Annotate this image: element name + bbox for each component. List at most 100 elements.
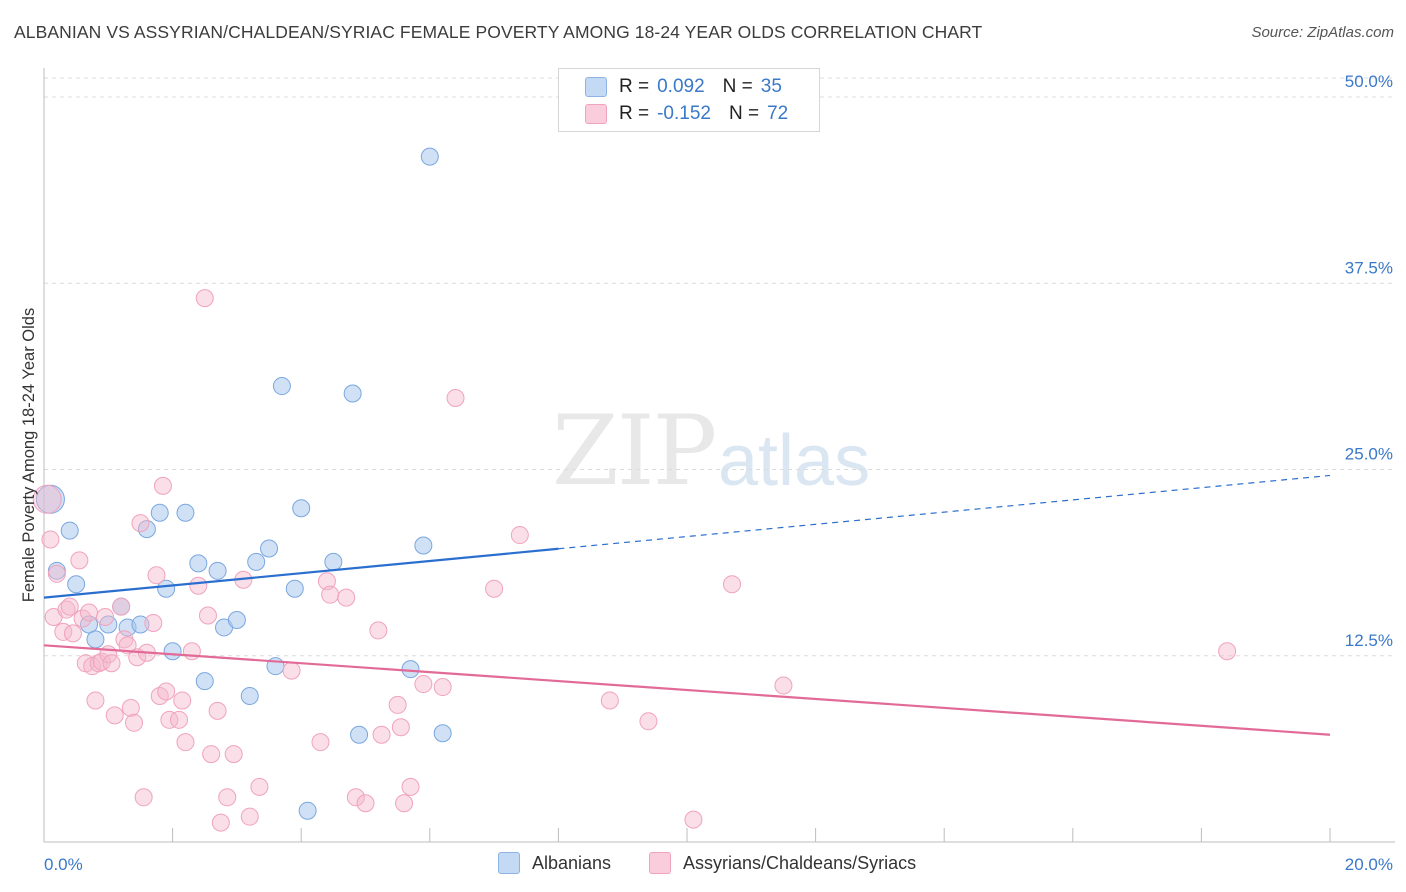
y-tick-label: 12.5%	[1345, 631, 1393, 650]
source-label: Source: ZipAtlas.com	[1251, 24, 1394, 41]
watermark-zip: ZIP	[552, 395, 717, 507]
assyrian-point	[639, 712, 658, 731]
y-tick-label: 25.0%	[1345, 445, 1393, 464]
assyrian-point	[433, 678, 452, 697]
albanian-point	[60, 521, 79, 540]
assyrian-points	[32, 289, 1237, 832]
assyrian-point	[153, 476, 172, 495]
assyrian-point	[250, 777, 269, 796]
assyrian-point	[170, 710, 189, 729]
grid-lines	[44, 77, 1395, 657]
assyrian-point	[485, 579, 504, 598]
assyrian-point	[317, 572, 336, 591]
legend-label-assyrians: Assyrians/Chaldeans/Syriacs	[683, 852, 917, 873]
assyrian-point	[102, 654, 121, 673]
trend-lines	[43, 474, 1331, 736]
legend-r-value: -0.152	[657, 103, 711, 124]
assyrian-point	[57, 600, 76, 619]
assyrian-point	[63, 624, 82, 643]
assyrian-point	[391, 718, 410, 737]
correlation-legend: R = 0.092 N = 35 R = -0.152 N = 72	[558, 68, 820, 132]
assyrian-point	[774, 676, 793, 695]
legend-r-label: R =	[619, 103, 650, 124]
albanian-point	[292, 499, 311, 518]
albanian-point	[150, 503, 169, 522]
albanian-point	[324, 552, 343, 571]
albanian-point	[401, 660, 420, 679]
albanian-point	[247, 552, 266, 571]
assyrian-point	[41, 530, 60, 549]
assyrian-point	[211, 813, 230, 832]
assyrian-point	[134, 788, 153, 807]
assyrian-point	[346, 788, 365, 807]
assyrian-point	[356, 794, 375, 813]
albanian-point	[195, 672, 214, 691]
x-tick-label: 0.0%	[44, 855, 83, 874]
albanian-point	[189, 554, 208, 573]
legend-swatch-assyrian	[585, 104, 607, 124]
assyrian-point	[321, 585, 340, 604]
assyrian-point	[157, 682, 176, 701]
assyrian-point	[372, 725, 391, 744]
assyrian-point	[395, 794, 414, 813]
assyrian-point	[282, 661, 301, 680]
legend-swatch-assyrians	[649, 852, 671, 874]
legend-r-label: R =	[619, 76, 650, 97]
albanian-trend-solid	[43, 547, 559, 599]
albanian-point	[86, 630, 105, 649]
legend-swatch-albanians	[498, 852, 520, 874]
y-tick-label: 37.5%	[1345, 258, 1393, 277]
assyrian-point	[182, 642, 201, 661]
assyrian-point	[112, 597, 131, 616]
assyrian-point	[198, 606, 217, 625]
albanian-point	[343, 384, 362, 403]
assyrian-point	[80, 603, 99, 622]
assyrian-point	[189, 576, 208, 595]
albanian-point	[157, 579, 176, 598]
albanian-point	[298, 801, 317, 820]
assyrian-point	[195, 289, 214, 308]
x-tick-label: 20.0%	[1345, 855, 1393, 874]
assyrian-point	[147, 566, 166, 585]
albanian-point	[260, 539, 279, 558]
assyrian-point	[105, 706, 124, 725]
assyrian-point	[131, 514, 150, 533]
albanian-point	[131, 615, 150, 634]
assyrian-point	[173, 691, 192, 710]
assyrian-point	[311, 733, 330, 752]
assyrian-point	[446, 388, 465, 407]
assyrian-trend-solid	[43, 644, 1331, 736]
albanian-point	[350, 725, 369, 744]
assyrian-point	[723, 575, 742, 594]
legend-swatch-albanian	[585, 77, 607, 97]
legend-item-assyrians: Assyrians/Chaldeans/Syriacs	[649, 852, 916, 874]
axis-ticks	[43, 828, 1331, 842]
legend-item-albanians: Albanians	[498, 852, 611, 874]
legend-r-value: 0.092	[657, 76, 705, 97]
assyrian-point	[160, 710, 179, 729]
assyrian-point	[54, 622, 73, 641]
albanian-point	[433, 724, 452, 743]
assyrian-point	[240, 807, 259, 826]
series-legend: Albanians Assyrians/Chaldeans/Syriacs	[0, 852, 1406, 876]
assyrian-point	[1218, 642, 1237, 661]
assyrian-point	[337, 588, 356, 607]
assyrian-point	[369, 621, 388, 640]
albanian-point	[414, 536, 433, 555]
assyrian-point	[70, 551, 89, 570]
assyrian-point	[401, 777, 420, 796]
y-axis-title: Female Poverty Among 18-24 Year Olds	[20, 308, 38, 602]
albanian-point	[227, 610, 246, 629]
assyrian-point	[115, 630, 134, 649]
legend-n-value: 35	[760, 76, 782, 97]
albanian-point	[67, 575, 86, 594]
legend-label-albanians: Albanians	[532, 852, 612, 873]
assyrian-point	[202, 745, 221, 764]
legend-n-label: N =	[722, 76, 753, 97]
albanian-point	[285, 579, 304, 598]
legend-row-albanian: R = 0.092 N = 35	[585, 75, 782, 99]
albanian-points	[35, 147, 452, 820]
assyrian-point	[414, 675, 433, 694]
albanian-point	[163, 642, 182, 661]
